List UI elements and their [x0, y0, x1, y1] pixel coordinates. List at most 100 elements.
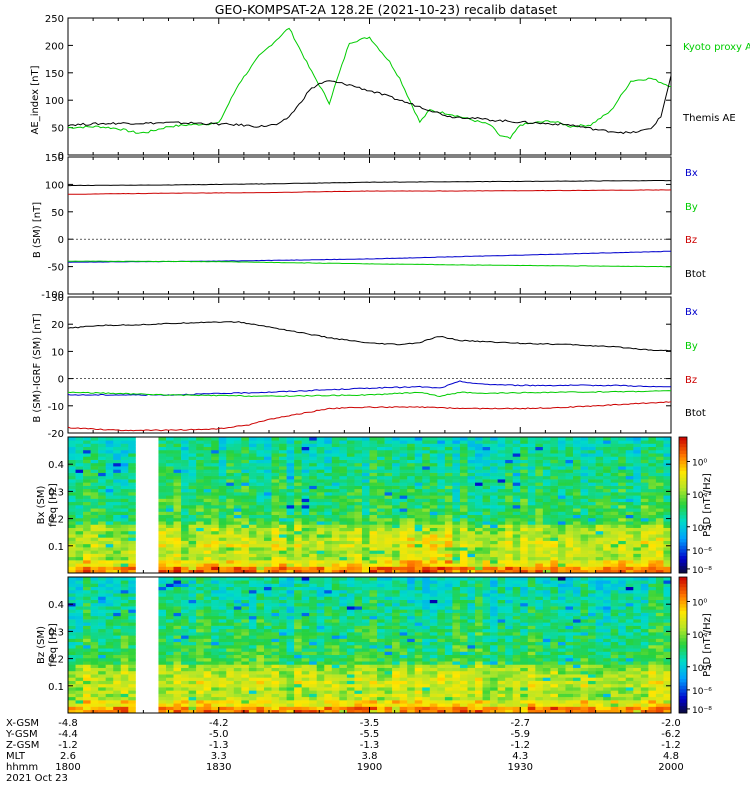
spectrogram-cell — [445, 550, 453, 554]
spectrogram-cell — [287, 664, 295, 668]
spectrogram-cell — [407, 463, 415, 467]
spectrogram-cell — [158, 482, 166, 486]
spectrogram-cell — [83, 495, 91, 499]
spectrogram-cell — [143, 700, 151, 704]
spectrogram-cell — [611, 469, 619, 473]
spectrogram-cell — [287, 473, 295, 477]
spectrogram-cell — [370, 557, 378, 561]
spectrogram-cell — [256, 456, 264, 460]
spectrogram-cell — [204, 499, 212, 503]
spectrogram-cell — [234, 600, 242, 604]
spectrogram-cell — [452, 541, 460, 545]
spectrogram-cell — [158, 502, 166, 506]
panel-b-sm: B (SM) [nT] Bx By Bz Btot -100-500501001… — [32, 153, 706, 301]
spectrogram-cell — [76, 651, 84, 655]
spectrogram-cell — [83, 687, 91, 691]
spectrogram-cell — [558, 518, 566, 522]
spectrogram-cell — [370, 492, 378, 496]
spectrogram-cell — [166, 593, 174, 597]
spectrogram-cell — [513, 521, 521, 525]
spectrogram-cell — [226, 690, 234, 694]
spectrogram-cell — [385, 541, 393, 545]
spectrogram-cell — [91, 583, 99, 587]
spectrogram-cell — [128, 479, 136, 483]
spectrogram-cell — [362, 499, 370, 503]
spectrogram-cell — [256, 560, 264, 564]
spectrogram-cell — [505, 508, 513, 512]
spectrogram-cell — [158, 619, 166, 623]
spectrogram-cell — [264, 658, 272, 662]
spectrogram-cell — [483, 460, 491, 464]
spectrogram-cell — [287, 450, 295, 454]
spectrogram-cell — [347, 437, 355, 441]
spectrogram-cell — [219, 658, 227, 662]
spectrogram-cell — [204, 492, 212, 496]
spectrogram-cell — [249, 479, 257, 483]
spectrogram-cell — [407, 492, 415, 496]
legend-kyoto-proxy-ae: Kyoto proxy AE — [683, 42, 750, 53]
spectrogram-cell — [332, 460, 340, 464]
spectrogram-cell — [174, 563, 182, 567]
spectrogram-cell — [656, 518, 664, 522]
spectrogram-cell — [279, 703, 287, 707]
spectrogram-cell — [219, 707, 227, 711]
spectrogram-cell — [234, 437, 242, 441]
spectrogram-cell — [136, 437, 144, 441]
spectrogram-cell — [332, 511, 340, 515]
spectrogram-cell — [98, 677, 106, 681]
spectrogram-cell — [272, 697, 280, 701]
spectrogram-cell — [143, 528, 151, 532]
spectrogram-cell — [520, 567, 528, 571]
spectrogram-cell — [264, 648, 272, 652]
spectrogram-cell — [211, 469, 219, 473]
spectrogram-cell — [475, 560, 483, 564]
spectrogram-cell — [264, 622, 272, 626]
spectrogram-cell — [347, 492, 355, 496]
spectrogram-cell — [121, 505, 129, 509]
spectrogram-cell — [113, 648, 121, 652]
spectrogram-cell — [113, 518, 121, 522]
spectrogram-cell — [641, 541, 649, 545]
spectrogram-cell — [211, 703, 219, 707]
spectrogram-cell — [392, 456, 400, 460]
spectrogram-cell — [121, 437, 129, 441]
spectrogram-cell — [143, 479, 151, 483]
spectrogram-cell — [618, 505, 626, 509]
spectrogram-cell — [528, 450, 536, 454]
spectrogram-cell — [648, 518, 656, 522]
spectrogram-cell — [189, 463, 197, 467]
spectrogram-cell — [234, 616, 242, 620]
spectrogram-cell — [211, 651, 219, 655]
spectrogram-cell — [317, 534, 325, 538]
spectrogram-cell — [211, 600, 219, 604]
spectrogram-cell — [98, 687, 106, 691]
spectrogram-cell — [128, 473, 136, 477]
spectrogram-cell — [415, 531, 423, 535]
spectrogram-cell — [339, 469, 347, 473]
spectrogram-cell — [234, 577, 242, 581]
spectrogram-cell — [204, 550, 212, 554]
spectrogram-cell — [422, 499, 430, 503]
spectrogram-cell — [272, 547, 280, 551]
spectrogram-cell — [98, 476, 106, 480]
spectrogram-cell — [317, 524, 325, 528]
spectrogram-cell — [415, 508, 423, 512]
spectrogram-cell — [475, 557, 483, 561]
spectrogram-cell — [128, 495, 136, 499]
spectrogram-cell — [385, 469, 393, 473]
spectrogram-cell — [467, 495, 475, 499]
colorbar-segment — [679, 553, 687, 557]
spectrogram-cell — [370, 473, 378, 477]
spectrogram-cell — [219, 674, 227, 678]
spectrogram-cell — [475, 489, 483, 493]
spectrogram-cell — [467, 450, 475, 454]
spectrogram-cell — [641, 450, 649, 454]
spectrogram-cell — [272, 550, 280, 554]
spectrogram-cell — [83, 492, 91, 496]
spectrogram-cell — [226, 447, 234, 451]
spectrogram-cell — [98, 524, 106, 528]
spectrogram-cell — [128, 557, 136, 561]
spectrogram-cell — [385, 537, 393, 541]
spectrogram-cell — [204, 596, 212, 600]
spectrogram-cell — [490, 473, 498, 477]
